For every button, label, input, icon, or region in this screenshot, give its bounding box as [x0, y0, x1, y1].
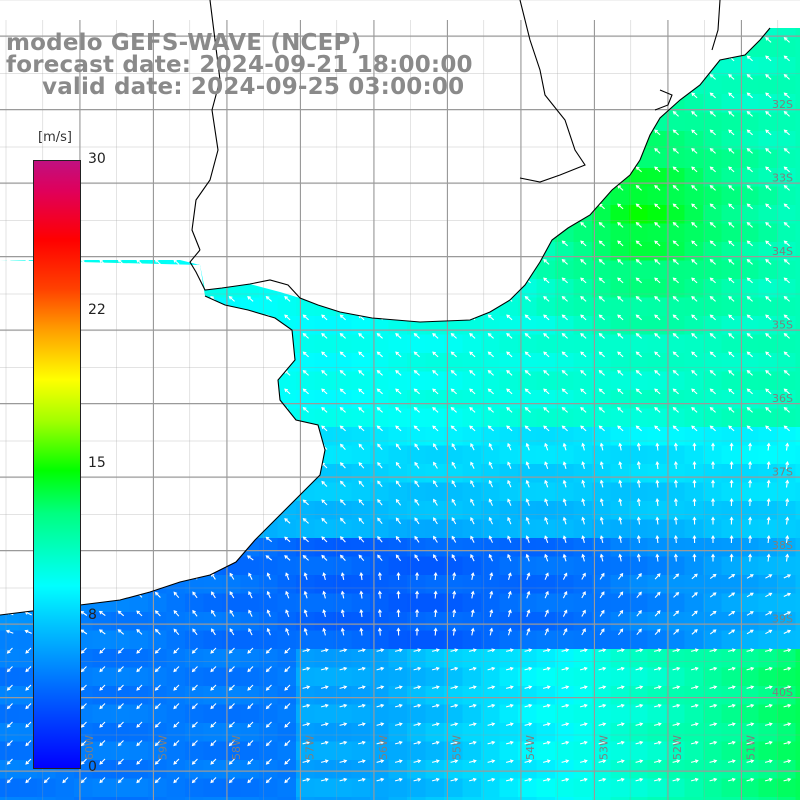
latitude-label: 34S — [772, 245, 793, 258]
coastline-segment-3 — [519, 0, 586, 183]
land-area-0 — [0, 0, 800, 322]
longitude-label: 52W — [671, 735, 684, 760]
longitude-label: 59W — [157, 735, 170, 760]
coastline-segment-5 — [654, 89, 673, 111]
longitude-label: 57W — [304, 735, 317, 760]
latitude-label: 40S — [772, 686, 793, 699]
colorbar-tick-0: 0 — [88, 759, 97, 775]
land-area-1 — [0, 260, 325, 615]
longitude-label: 54W — [524, 735, 537, 760]
longitude-label: 60W — [83, 735, 96, 760]
latitude-label: 33S — [772, 172, 793, 185]
longitude-label: 55W — [451, 735, 464, 760]
coastline-segment-4 — [711, 0, 721, 51]
latitude-label: 32S — [772, 98, 793, 111]
map-title-model: modelo GEFS-WAVE (NCEP) — [6, 30, 362, 56]
latitude-label: 38S — [772, 539, 793, 552]
longitude-labels: 60W59W58W57W56W55W54W53W52W51W50W — [83, 735, 758, 760]
latitude-label: 37S — [772, 466, 793, 479]
map-title-valid-date: valid date: 2024-09-25 03:00:00 — [42, 74, 465, 100]
coastline-segment-1 — [0, 295, 326, 616]
land-mask — [0, 0, 800, 615]
longitude-label: 53W — [598, 735, 611, 760]
longitude-label: 56W — [377, 735, 390, 760]
latitude-labels: 32S 33S 34S 35S 36S 37S 38S 39S 40S — [772, 98, 793, 699]
latitude-label: 35S — [772, 319, 793, 332]
latitude-label: 39S — [772, 613, 793, 626]
longitude-label: 51W — [745, 735, 758, 760]
coastline-segment-2 — [191, 0, 221, 251]
colorbar-unit-label: [m/s] — [38, 130, 72, 145]
colorbar-tick-8: 8 — [88, 607, 97, 623]
latitude-label: 36S — [772, 392, 793, 405]
coastline — [0, 0, 771, 616]
colorbar — [33, 160, 81, 769]
colorbar-tick-15: 15 — [88, 455, 106, 471]
longitude-label: 58W — [230, 735, 243, 760]
colorbar-tick-22: 22 — [88, 302, 106, 318]
colorbar-tick-30: 30 — [88, 151, 106, 167]
coastline-segment-0 — [189, 27, 771, 323]
map-title-forecast-date: forecast date: 2024-09-21 18:00:00 — [6, 52, 473, 78]
